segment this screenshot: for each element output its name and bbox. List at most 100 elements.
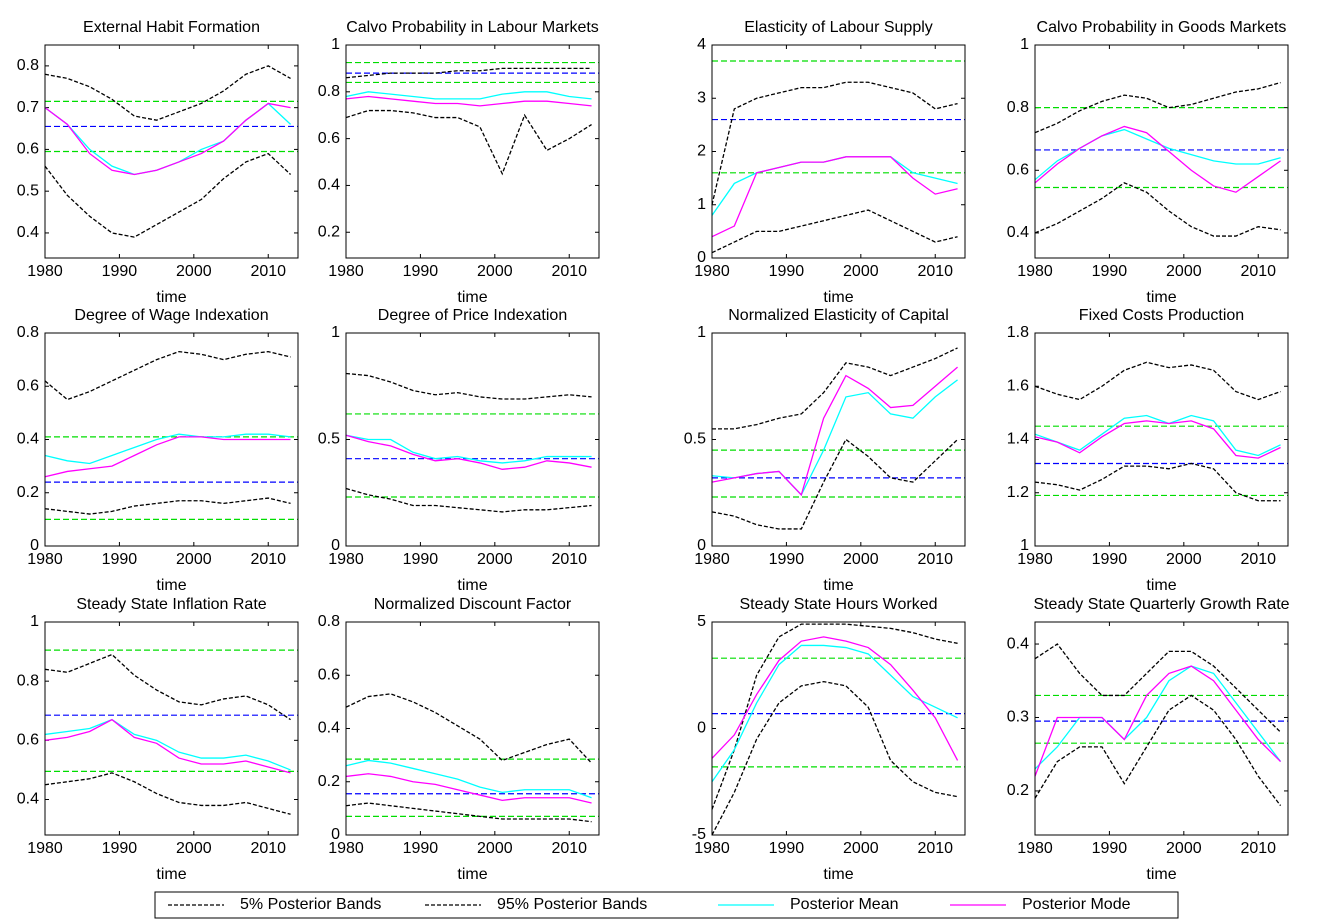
x-tick-label: 2010 [551, 840, 587, 857]
plot-area [346, 45, 599, 258]
series-line [44, 152, 292, 238]
x-axis-label: time [823, 289, 853, 306]
plot-area [1035, 622, 1288, 835]
series-line [44, 433, 291, 465]
y-tick-label: 0.2 [318, 223, 340, 240]
y-tick-label: 0.5 [684, 431, 706, 448]
axes-frame [711, 44, 966, 259]
y-tick-label: 1.4 [1007, 431, 1029, 448]
y-tick-label: 0.8 [17, 672, 39, 689]
x-tick-label: 2000 [843, 551, 879, 568]
subplot: Normalized Elasticity of Capital time 0 0.5… [684, 307, 966, 594]
y-tick-label: 0 [697, 537, 706, 554]
x-tick-label: 1980 [328, 551, 364, 568]
x-axis-label: time [457, 577, 487, 594]
x-axis-label: time [823, 866, 853, 883]
series-line [345, 67, 592, 79]
x-tick-label: 2010 [250, 840, 286, 857]
x-tick-label: 2010 [551, 263, 587, 280]
subplot: Degree of Wage Indexation time 0 0.2 0.4 0.6 0… [17, 307, 299, 594]
series-line [345, 91, 592, 100]
series-line [711, 438, 959, 530]
x-tick-label: 2010 [1240, 263, 1276, 280]
series-line [1034, 462, 1281, 502]
series-line [44, 102, 291, 176]
y-tick-label: 1 [1020, 36, 1029, 53]
x-tick-label: 2000 [843, 840, 879, 857]
series-line [44, 350, 291, 401]
y-tick-label: 1.2 [1007, 484, 1029, 501]
series-line [711, 209, 958, 254]
axes-frame [1034, 44, 1289, 259]
y-tick-label: 0.4 [1007, 635, 1029, 652]
subplot-title: Elasticity of Labour Supply [744, 19, 933, 36]
x-tick-label: 1990 [1092, 263, 1128, 280]
subplot-title: Calvo Probability in Goods Markets [1037, 19, 1287, 36]
y-tick-label: 0 [331, 537, 340, 554]
series-line [44, 718, 291, 771]
x-tick-label: 2000 [1166, 840, 1202, 857]
x-tick-label: 2000 [477, 263, 513, 280]
y-tick-label: 0.6 [17, 732, 39, 749]
x-axis-label: time [156, 866, 186, 883]
x-tick-label: 2000 [176, 263, 212, 280]
series-line [711, 156, 958, 238]
subplot-title: Steady State Quarterly Growth Rate [1033, 596, 1289, 613]
y-tick-label: 0.4 [17, 224, 39, 241]
axes-frame [345, 332, 600, 547]
axes-frame [711, 332, 966, 547]
y-tick-label: 0.6 [17, 377, 39, 394]
x-tick-label: 1990 [403, 840, 439, 857]
plot-area [712, 622, 965, 835]
series-line [1034, 414, 1281, 457]
x-tick-label: 1980 [27, 263, 63, 280]
y-tick-label: 0.5 [17, 182, 39, 199]
x-tick-label: 2000 [1166, 263, 1202, 280]
x-tick-label: 1990 [403, 263, 439, 280]
x-tick-label: 2010 [1240, 840, 1276, 857]
x-tick-label: 2000 [176, 840, 212, 857]
x-tick-label: 2010 [250, 263, 286, 280]
y-tick-label: 0.4 [17, 431, 39, 448]
y-tick-label: 0.2 [17, 484, 39, 501]
series-line [711, 680, 958, 836]
subplot: Steady State Quarterly Growth Rate time 0.… [1007, 596, 1290, 883]
x-tick-label: 2000 [1166, 551, 1202, 568]
series-line [1034, 694, 1282, 807]
series-line [345, 693, 593, 764]
x-tick-label: 1980 [1017, 263, 1053, 280]
x-tick-label: 1990 [769, 840, 805, 857]
series-line [44, 65, 291, 121]
series-line [44, 497, 291, 515]
subplot-title: External Habit Formation [83, 19, 260, 36]
x-tick-label: 1980 [694, 840, 730, 857]
y-tick-label: 1 [1020, 537, 1029, 554]
y-tick-label: 0.6 [318, 130, 340, 147]
y-tick-label: 0 [30, 537, 39, 554]
y-tick-label: 5 [697, 613, 706, 630]
x-tick-label: 2000 [176, 551, 212, 568]
subplot: Elasticity of Labour Supply time 0 1 2 3 4 1980… [694, 19, 966, 306]
series-line [1034, 643, 1282, 733]
subplot-title: Fixed Costs Production [1079, 307, 1244, 324]
subplot-title: Degree of Wage Indexation [74, 307, 268, 324]
series-line [1034, 125, 1281, 193]
series-line [44, 653, 291, 721]
x-tick-label: 1980 [1017, 840, 1053, 857]
x-axis-label: time [823, 577, 853, 594]
x-tick-label: 1990 [1092, 551, 1128, 568]
legend-label: 5% Posterior Bands [240, 896, 381, 913]
series-line [712, 347, 958, 430]
legend-label: Posterior Mean [790, 896, 899, 913]
series-line [1034, 665, 1282, 770]
y-tick-label: 0 [697, 720, 706, 737]
x-axis-label: time [457, 289, 487, 306]
series-line [44, 436, 291, 478]
y-tick-label: 0.8 [318, 83, 340, 100]
subplot: Steady State Inflation Rate time 0.4 0.6 0.8… [17, 596, 299, 883]
y-tick-label: 1.6 [1007, 377, 1029, 394]
subplot-title: Calvo Probability in Labour Markets [346, 19, 599, 36]
x-tick-label: 1990 [403, 551, 439, 568]
plot-area [712, 333, 965, 546]
series-line [345, 372, 592, 400]
